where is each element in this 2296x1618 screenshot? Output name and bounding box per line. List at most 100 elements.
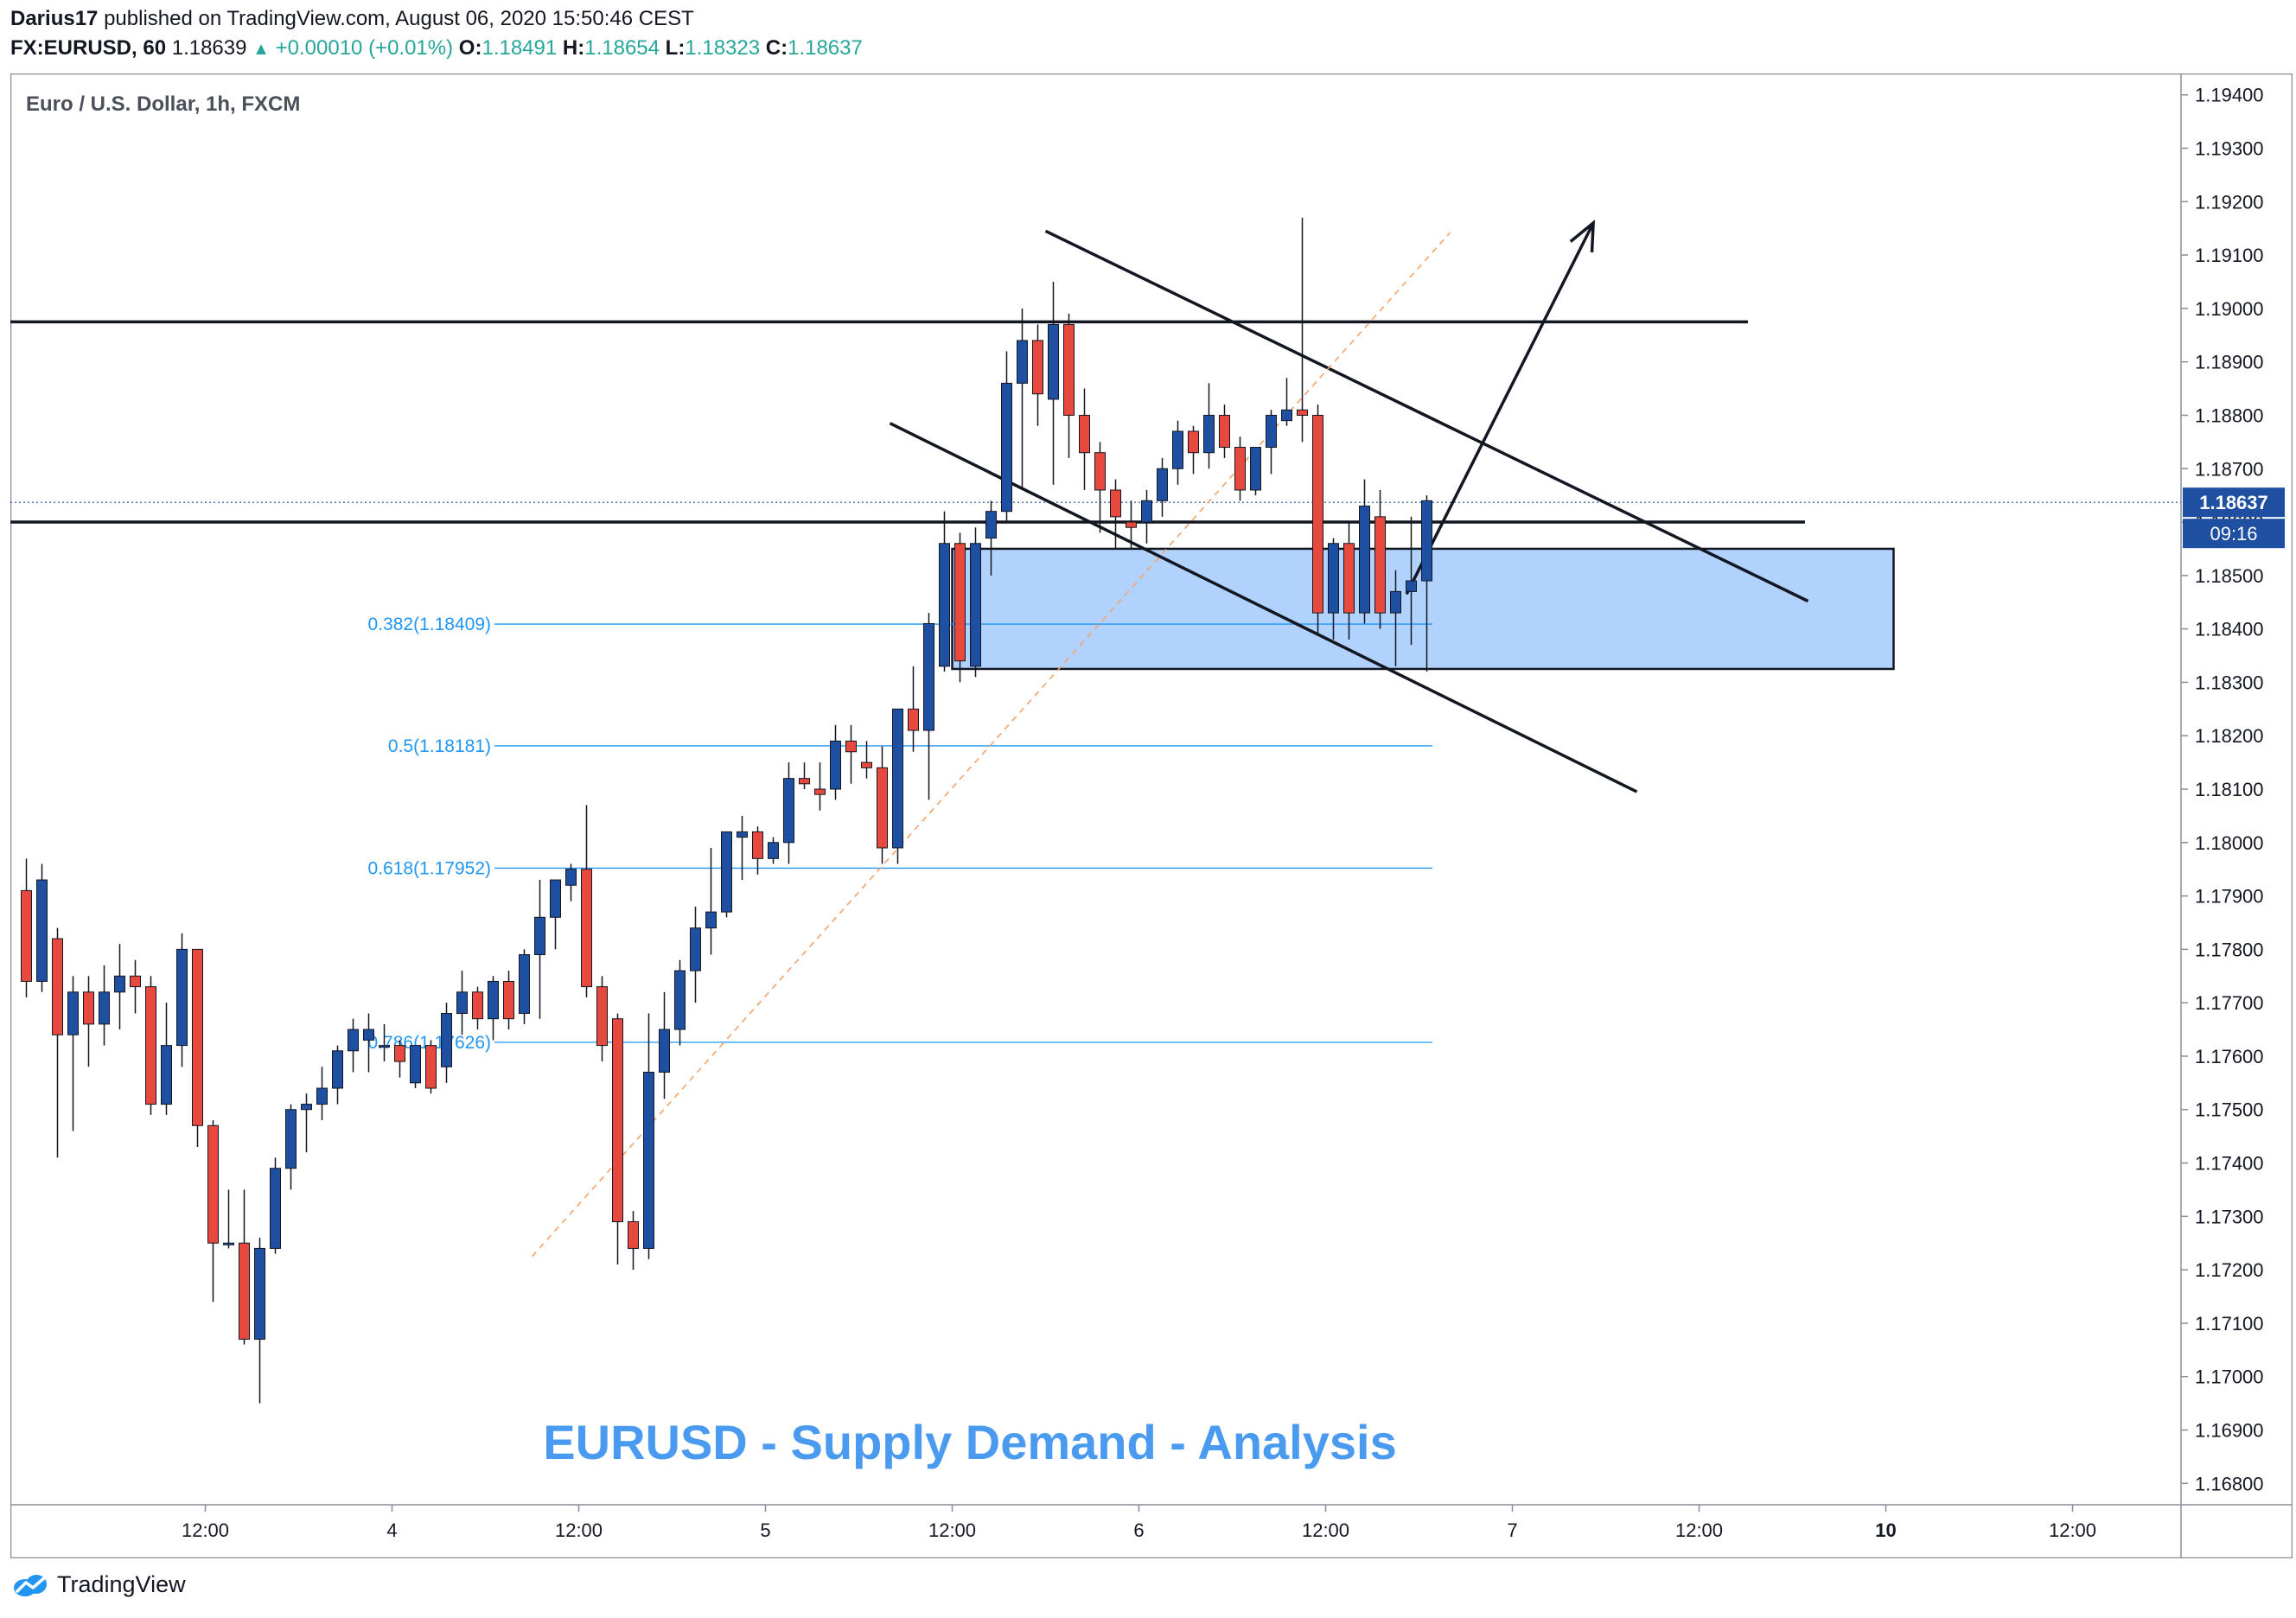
candle-bullish (737, 815, 748, 881)
fib-level-label: 0.382(1.18409) (368, 615, 491, 634)
time-axis-label: 6 (1133, 1519, 1144, 1541)
candle-body (316, 1087, 328, 1105)
candle-bearish (799, 762, 810, 789)
candle-body (799, 778, 810, 785)
candle-body (861, 761, 872, 768)
candle-body (690, 927, 701, 971)
time-axis-label: 4 (386, 1519, 397, 1541)
candle-body (674, 970, 686, 1030)
time-axis-label: 10 (1875, 1519, 1896, 1541)
candle-body (130, 975, 141, 988)
candle-body (768, 842, 779, 859)
candle-body (1328, 543, 1339, 614)
candle-bullish (970, 527, 981, 678)
candle-bearish (472, 986, 483, 1030)
price-axis-label: 1.18900 (2195, 352, 2264, 373)
candle-body (1219, 414, 1230, 449)
tradingview-brand: TradingView (57, 1571, 186, 1597)
candle-bullish (363, 1013, 374, 1073)
candle-bearish (1297, 217, 1308, 443)
open-label: O: (458, 36, 482, 60)
low-label: L: (665, 36, 686, 60)
candle-body (534, 916, 545, 956)
last-price: 1.18639 (171, 36, 247, 60)
candle-body (612, 1018, 623, 1223)
price-axis-label: 1.19000 (2195, 298, 2264, 320)
price-axis-label: 1.17900 (2195, 886, 2264, 908)
candle-body (752, 831, 763, 859)
candle-bearish (1343, 522, 1355, 640)
candle-bullish (690, 906, 701, 1003)
author-name[interactable]: Darius17 (10, 7, 99, 30)
time-axis-label: 12:00 (182, 1519, 229, 1541)
candle-bullish (768, 837, 779, 864)
price-axis-label: 1.19400 (2195, 85, 2264, 106)
candle-body (1063, 323, 1075, 416)
price-axis-label: 1.18500 (2195, 565, 2264, 587)
candle-body (1094, 452, 1106, 491)
candle-body (67, 991, 79, 1035)
candle-bearish (628, 1211, 639, 1271)
projection-arrow-head-icon (1569, 220, 1596, 253)
candle-bullish (1421, 495, 1432, 672)
candle-bullish (114, 944, 125, 1030)
candle-bullish (456, 971, 468, 1035)
candle-bullish (1203, 383, 1215, 469)
price-axis-label: 1.17100 (2195, 1313, 2264, 1335)
candle-bullish (830, 724, 841, 800)
candle-bullish (939, 511, 950, 672)
candle-bearish (1126, 500, 1137, 549)
candle-bullish (1359, 479, 1370, 624)
price-chart[interactable]: 0.382(1.18409) 0.5(1.18181) 0.618(1.17952)… (10, 73, 2293, 1559)
chart-frame: 0.382(1.18409) 0.5(1.18181) 0.618(1.17952)… (10, 73, 2293, 1559)
candle-body (565, 869, 577, 886)
candle-bullish (1406, 516, 1417, 646)
candle-bullish (301, 1093, 312, 1153)
candle-body (705, 911, 717, 929)
candle-body (939, 543, 950, 667)
candle-bearish (52, 927, 63, 1158)
candle-body (1390, 590, 1401, 614)
candle-body (1032, 340, 1043, 395)
candle-body (223, 1242, 234, 1245)
candle-body (737, 831, 748, 838)
candle-bearish (752, 826, 763, 875)
candle-bullish (1157, 457, 1168, 517)
price-axis-label: 1.18800 (2195, 404, 2264, 426)
price-axis-label: 1.19100 (2195, 245, 2264, 266)
candle-bullish (1172, 420, 1183, 485)
candle-body (254, 1247, 265, 1340)
candle-body (970, 543, 981, 667)
candle-body (1343, 543, 1355, 614)
candle-bearish (861, 741, 872, 779)
time-axis-label: 12:00 (928, 1519, 976, 1541)
price-axis-label: 1.17200 (2195, 1259, 2264, 1281)
candle-body (83, 991, 94, 1025)
candle-body (472, 991, 483, 1020)
open-value: 1.18491 (482, 36, 558, 60)
candle-bearish (1374, 489, 1386, 629)
candle-body (814, 788, 826, 795)
candle-bearish (845, 724, 857, 784)
candle-body (1172, 430, 1183, 469)
candle-body (192, 948, 203, 1126)
candle-bullish (488, 976, 499, 1041)
candle-body (207, 1124, 219, 1244)
candle-bearish (581, 805, 592, 997)
bar-countdown-tag (2183, 519, 2285, 549)
candle-body (1359, 506, 1370, 614)
up-arrow-icon: ▲ (252, 40, 270, 59)
candle-body (628, 1221, 639, 1249)
candle-bearish (612, 1013, 623, 1264)
candle-body (161, 1045, 172, 1105)
candle-body (659, 1029, 670, 1073)
time-axis-label: 12:00 (1675, 1519, 1723, 1541)
candle-bearish (145, 976, 156, 1115)
candle-bullish (99, 965, 110, 1046)
candle-body (519, 954, 530, 1015)
candle-body (1406, 580, 1417, 592)
candle-bearish (1063, 314, 1075, 458)
high-label: H: (562, 36, 585, 60)
price-axis-label: 1.17400 (2195, 1153, 2264, 1175)
chart-annotation-text: EURUSD - Supply Demand - Analysis (543, 1415, 1396, 1469)
